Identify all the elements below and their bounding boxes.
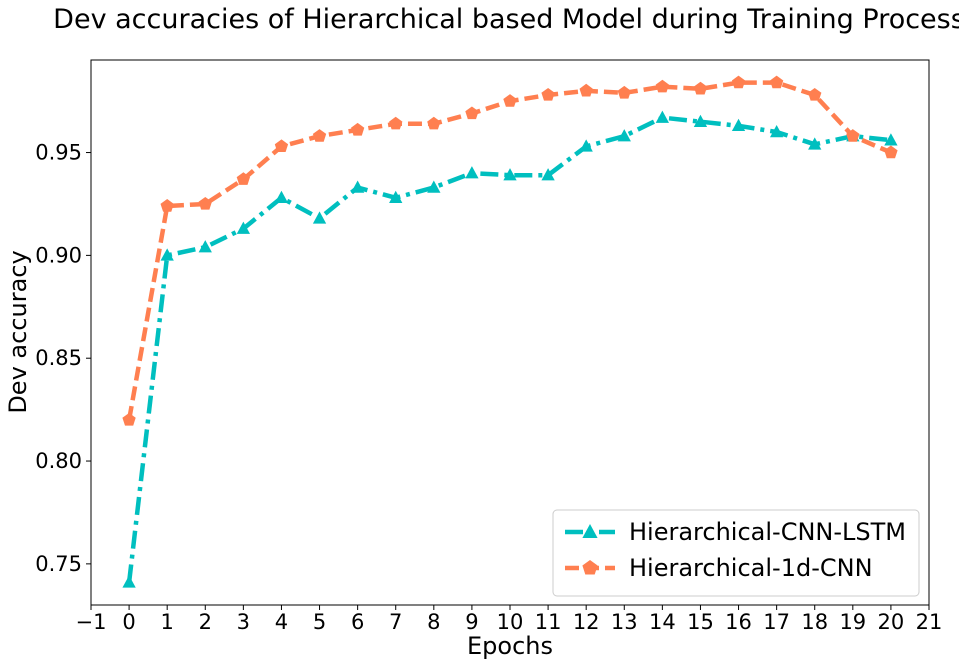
data-point-marker xyxy=(198,197,212,210)
x-axis-ticks: −1 0 1 2 3 4 5 6 7 8 9 10 11 12 13 14 15 16 17 18 19 20 21 xyxy=(76,605,943,634)
series-line xyxy=(126,115,892,583)
data-point-marker xyxy=(579,139,593,152)
data-point-marker xyxy=(617,129,631,142)
data-point-marker xyxy=(808,137,822,150)
x-tick-label: 5 xyxy=(313,610,326,634)
y-tick-label: 0.85 xyxy=(35,346,82,370)
data-point-marker xyxy=(693,81,708,95)
data-point-marker xyxy=(655,79,669,93)
data-point-marker xyxy=(541,168,555,181)
data-point-marker xyxy=(846,129,860,142)
x-tick-label: 9 xyxy=(465,610,478,634)
x-tick-label: 12 xyxy=(573,610,600,634)
series-1 xyxy=(122,110,898,588)
data-point-marker xyxy=(655,110,670,123)
legend: Hierarchical-CNN-LSTM Hierarchical-1d-CNN xyxy=(552,509,920,597)
y-axis-ticks: 0.75 0.80 0.85 0.90 0.95 xyxy=(35,141,91,576)
data-point-marker xyxy=(769,124,784,138)
legend-marker xyxy=(582,524,598,538)
legend-item: Hierarchical-CNN-LSTM xyxy=(565,518,906,546)
x-tick-label: −1 xyxy=(76,610,107,634)
x-axis-label: Epochs xyxy=(467,632,553,660)
data-point-marker xyxy=(389,116,403,130)
data-point-marker xyxy=(579,83,593,97)
legend-box xyxy=(552,509,920,597)
data-point-marker xyxy=(122,412,136,426)
legend-marker xyxy=(582,560,598,575)
data-point-marker xyxy=(312,211,327,224)
data-point-marker xyxy=(808,88,822,101)
data-point-marker xyxy=(731,118,746,132)
data-point-marker xyxy=(198,240,212,253)
legend-label: Hierarchical-1d-CNN xyxy=(629,554,873,582)
data-point-marker xyxy=(503,94,517,107)
x-tick-label: 1 xyxy=(160,610,173,634)
series-layer xyxy=(122,75,898,588)
x-tick-label: 4 xyxy=(275,610,288,634)
data-point-marker xyxy=(465,166,479,179)
x-tick-label: 10 xyxy=(497,610,524,634)
chart-title: Dev accuracies of Hierarchical based Mod… xyxy=(53,4,959,35)
x-tick-label: 13 xyxy=(611,610,638,634)
x-tick-label: 7 xyxy=(389,610,402,634)
legend-item: Hierarchical-1d-CNN xyxy=(565,554,873,582)
data-point-marker xyxy=(160,199,174,212)
x-tick-label: 14 xyxy=(649,610,676,634)
x-tick-label: 3 xyxy=(237,610,250,634)
x-tick-label: 21 xyxy=(916,610,943,634)
data-point-marker xyxy=(274,190,289,204)
data-point-marker xyxy=(122,575,136,588)
data-point-marker xyxy=(541,88,555,101)
x-tick-label: 20 xyxy=(878,610,905,634)
data-point-marker xyxy=(389,190,403,204)
x-tick-label: 15 xyxy=(687,610,714,634)
data-point-marker xyxy=(731,75,746,89)
x-tick-label: 2 xyxy=(199,610,212,634)
x-tick-label: 19 xyxy=(839,610,866,634)
data-point-marker xyxy=(465,106,479,120)
data-point-marker xyxy=(617,85,631,99)
data-point-marker xyxy=(884,145,898,159)
x-tick-label: 6 xyxy=(351,610,364,634)
y-axis-label: Dev accuracy xyxy=(4,250,32,413)
data-point-marker xyxy=(351,122,365,136)
data-point-marker xyxy=(160,248,174,261)
series-2 xyxy=(122,75,898,426)
x-tick-label: 8 xyxy=(427,610,440,634)
y-tick-label: 0.90 xyxy=(35,243,82,267)
x-tick-label: 17 xyxy=(763,610,790,634)
x-tick-label: 18 xyxy=(801,610,828,634)
y-tick-label: 0.95 xyxy=(35,141,82,165)
data-point-marker xyxy=(503,168,517,181)
x-tick-label: 16 xyxy=(725,610,752,634)
data-point-marker xyxy=(350,180,365,193)
y-tick-label: 0.80 xyxy=(35,449,82,473)
data-point-marker xyxy=(236,172,250,185)
data-point-marker xyxy=(312,129,327,142)
data-point-marker xyxy=(427,116,441,130)
data-point-marker xyxy=(884,133,898,146)
data-point-marker xyxy=(274,139,289,152)
data-point-marker xyxy=(427,180,441,193)
data-point-marker xyxy=(236,221,251,234)
y-tick-label: 0.75 xyxy=(35,552,82,576)
x-tick-label: 0 xyxy=(122,610,135,634)
data-point-marker xyxy=(693,114,708,127)
legend-label: Hierarchical-CNN-LSTM xyxy=(629,518,906,546)
data-point-marker xyxy=(770,75,784,89)
x-tick-label: 11 xyxy=(535,610,562,634)
